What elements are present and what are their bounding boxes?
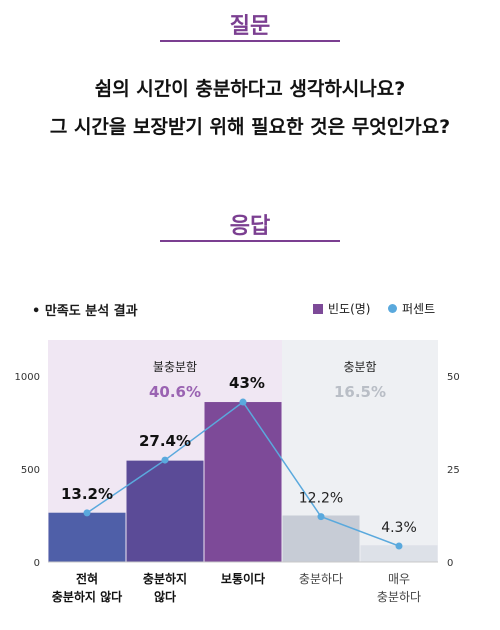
group-value-1: 16.5% <box>334 383 386 401</box>
chart-title: • 만족도 분석 결과 <box>32 304 138 319</box>
group-label-0: 불충분함 <box>153 360 197 374</box>
percent-point-4 <box>395 542 403 550</box>
y-left-tick-label: 0 <box>34 558 40 569</box>
question-heading: 질문 <box>229 14 271 39</box>
question-line-2: 그 시간을 보장받기 위해 필요한 것은 무엇인가요? <box>49 116 451 138</box>
legend-line-label: 퍼센트 <box>402 302 436 316</box>
percent-point-3 <box>317 513 325 521</box>
group-label-1: 충분함 <box>343 360 376 374</box>
percent-data-label-2: 43% <box>229 374 265 392</box>
bar-3 <box>282 515 360 562</box>
percent-data-label-4: 4.3% <box>381 520 417 536</box>
legend-bar-label: 빈도(명) <box>328 302 371 316</box>
x-category-label-0: 전혀 <box>76 571 98 586</box>
question-line-1: 쉼의 시간이 충분하다고 생각하시나요? <box>94 78 406 100</box>
group-value-0: 40.6% <box>149 383 201 401</box>
bar-0 <box>48 512 126 562</box>
x-category-label-2: 보통이다 <box>221 571 265 586</box>
x-category-label-3: 충분하다 <box>299 572 343 586</box>
bar-1 <box>126 460 204 562</box>
legend-line-dot <box>388 304 397 313</box>
legend-item-line: 퍼센트 <box>388 300 435 317</box>
bar-4 <box>360 545 438 562</box>
answer-heading-rule <box>160 240 340 242</box>
x-category-label-1: 충분하지 <box>143 571 187 586</box>
percent-data-label-3: 12.2% <box>299 491 343 507</box>
answer-heading: 응답 <box>229 214 271 239</box>
percent-point-1 <box>161 456 169 464</box>
x-category-label-0: 충분하지 않다 <box>52 589 122 604</box>
x-category-label-4: 매우 <box>388 572 410 586</box>
x-category-label-4: 충분하다 <box>377 590 421 604</box>
y-right-tick-label: 25 <box>447 465 460 476</box>
x-category-label-1: 않다 <box>154 589 176 604</box>
question-heading-rule <box>160 40 340 42</box>
percent-point-2 <box>239 398 247 406</box>
legend-bar-swatch <box>313 303 323 314</box>
y-left-tick-label: 500 <box>21 465 40 476</box>
y-left-tick-label: 1000 <box>15 372 40 383</box>
percent-data-label-0: 13.2% <box>61 485 113 503</box>
bar-2 <box>204 402 282 562</box>
percent-data-label-1: 27.4% <box>139 432 191 450</box>
legend-item-bar: 빈도(명) <box>313 300 370 317</box>
y-right-tick-label: 50 <box>447 372 460 383</box>
percent-point-0 <box>83 509 91 517</box>
y-right-tick-label: 0 <box>447 558 453 569</box>
